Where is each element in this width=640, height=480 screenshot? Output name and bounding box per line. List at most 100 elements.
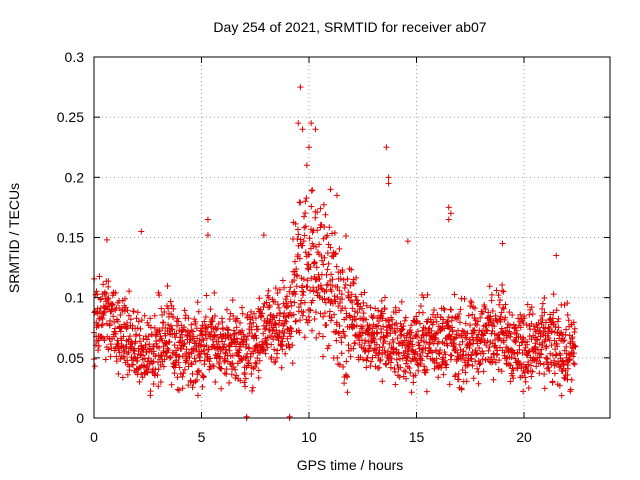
data-point	[391, 368, 398, 375]
data-point	[135, 318, 142, 325]
data-point	[324, 249, 331, 256]
data-point	[254, 326, 261, 333]
data-point	[499, 282, 506, 289]
data-point	[521, 315, 528, 322]
data-point	[301, 334, 308, 341]
data-point	[194, 368, 201, 375]
data-point	[423, 353, 430, 360]
grid	[94, 57, 610, 418]
data-point	[465, 312, 472, 319]
data-point	[309, 297, 316, 304]
data-point	[203, 292, 210, 299]
data-point	[100, 312, 107, 319]
data-point	[557, 363, 564, 370]
data-point	[571, 350, 578, 357]
data-point	[455, 315, 462, 322]
data-point	[326, 308, 333, 315]
data-point	[497, 297, 504, 304]
data-point	[172, 362, 179, 369]
data-point	[522, 364, 529, 371]
data-point	[94, 337, 101, 344]
data-point	[332, 298, 339, 305]
data-point	[344, 276, 351, 283]
data-point	[376, 364, 383, 371]
data-point	[563, 326, 570, 333]
data-point	[527, 354, 534, 361]
data-point	[393, 356, 400, 363]
data-point	[112, 330, 119, 337]
data-point	[176, 353, 183, 360]
data-point	[173, 330, 180, 337]
data-point	[395, 349, 402, 356]
data-point	[209, 336, 216, 343]
data-point	[311, 316, 318, 323]
data-point	[566, 357, 573, 364]
data-point	[194, 392, 201, 399]
data-point	[410, 348, 417, 355]
data-point	[332, 329, 339, 336]
data-point	[144, 369, 151, 376]
data-point	[451, 291, 458, 298]
data-point	[336, 323, 343, 330]
data-point	[527, 362, 534, 369]
data-point	[297, 84, 304, 91]
data-point	[288, 302, 295, 309]
data-point	[319, 333, 326, 340]
data-point	[255, 367, 262, 374]
data-point	[497, 315, 504, 322]
data-point	[141, 312, 148, 319]
data-point	[541, 309, 548, 316]
data-point	[378, 297, 385, 304]
data-point	[301, 299, 308, 306]
data-point	[555, 324, 562, 331]
data-point	[382, 338, 389, 345]
data-point	[362, 347, 369, 354]
data-point	[199, 383, 206, 390]
data-point	[241, 333, 248, 340]
data-point	[136, 378, 143, 385]
data-point	[353, 274, 360, 281]
data-point	[394, 335, 401, 342]
data-point	[342, 305, 349, 312]
data-point	[283, 304, 290, 311]
data-point	[534, 337, 541, 344]
data-point	[412, 332, 419, 339]
data-point	[367, 304, 374, 311]
data-point	[181, 324, 188, 331]
data-point	[130, 308, 137, 315]
data-point	[218, 365, 225, 372]
data-point	[320, 353, 327, 360]
data-point	[126, 333, 133, 340]
data-point	[131, 340, 138, 347]
data-point	[506, 322, 513, 329]
data-point	[155, 383, 162, 390]
data-point	[545, 335, 552, 342]
data-point	[162, 325, 169, 332]
data-point	[165, 321, 172, 328]
data-point	[550, 291, 557, 298]
data-point	[331, 311, 338, 318]
data-point	[475, 380, 482, 387]
data-point	[222, 357, 229, 364]
data-point	[243, 413, 250, 420]
data-point	[121, 355, 128, 362]
data-point	[94, 291, 101, 298]
data-point	[125, 312, 132, 319]
data-point	[407, 369, 414, 376]
data-point	[487, 339, 494, 346]
data-point	[103, 236, 110, 243]
data-point	[310, 284, 317, 291]
data-point	[276, 304, 283, 311]
data-point	[362, 316, 369, 323]
data-point	[307, 264, 314, 271]
data-point	[442, 351, 449, 358]
data-point	[327, 186, 334, 193]
data-point	[425, 326, 432, 333]
data-point	[237, 377, 244, 384]
data-point	[527, 326, 534, 333]
data-point	[176, 364, 183, 371]
data-point	[185, 315, 192, 322]
data-point	[337, 307, 344, 314]
data-point	[360, 310, 367, 317]
data-point	[408, 389, 415, 396]
